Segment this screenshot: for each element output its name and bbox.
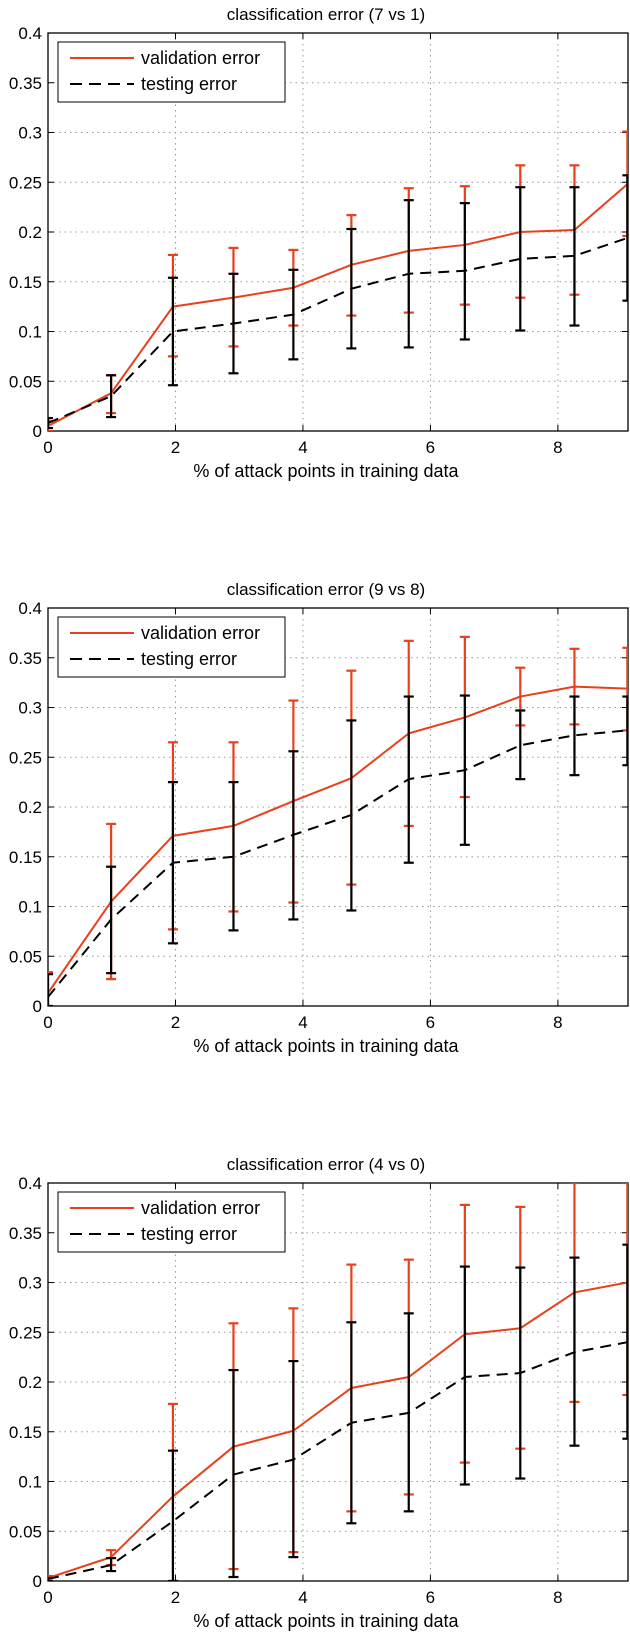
y-tick-label: 0.25 <box>9 1323 42 1342</box>
chart-2: classification error (9 vs 8) 0 2 4 6 8 0 0.05 0… <box>9 580 629 1056</box>
y-tick-label: 0.2 <box>18 223 42 242</box>
x-tick-label: 6 <box>426 1013 435 1032</box>
x-axis-label: % of attack points in training data <box>193 1036 459 1056</box>
y-tick-label: 0.25 <box>9 173 42 192</box>
testing-line <box>48 237 628 424</box>
y-tick-label: 0.05 <box>9 947 42 966</box>
legend-label-validation: validation error <box>141 623 260 643</box>
legend-label-testing: testing error <box>141 649 237 669</box>
y-tick-label: 0.05 <box>9 1522 42 1541</box>
chart-3: classification error (4 vs 0) 0 2 4 6 8 0 0.05 0… <box>9 1155 629 1631</box>
legend-label-validation: validation error <box>141 48 260 68</box>
x-tick-label: 8 <box>553 1588 562 1607</box>
legend: validation error testing error <box>57 1191 286 1253</box>
y-tick-label: 0.4 <box>18 599 42 618</box>
y-tick-label: 0.15 <box>9 273 42 292</box>
legend: validation error testing error <box>57 616 286 678</box>
y-tick-label: 0.05 <box>9 372 42 391</box>
legend-box <box>57 616 286 678</box>
chart-title: classification error (7 vs 1) <box>227 5 425 24</box>
y-tick-label: 0.35 <box>9 1224 42 1243</box>
legend-label-testing: testing error <box>141 74 237 94</box>
testing-series <box>48 694 628 1006</box>
x-tick-label: 4 <box>298 1013 307 1032</box>
x-tick-label: 0 <box>43 438 52 457</box>
legend-box <box>57 41 286 103</box>
y-tick-label: 0.3 <box>18 124 42 143</box>
y-tick-label: 0.4 <box>18 1174 42 1193</box>
data-layer <box>48 635 628 1006</box>
y-tick-label: 0.4 <box>18 24 42 43</box>
y-tick-label: 0.35 <box>9 74 42 93</box>
testing-line <box>48 729 628 998</box>
x-tick-label: 0 <box>43 1588 52 1607</box>
data-layer <box>48 1183 628 1581</box>
data-layer <box>48 130 628 431</box>
x-tick-label: 2 <box>171 1588 180 1607</box>
x-tick-label: 4 <box>298 438 307 457</box>
testing-line <box>48 1341 628 1580</box>
legend: validation error testing error <box>57 41 286 103</box>
legend-label-testing: testing error <box>141 1224 237 1244</box>
x-tick-label: 0 <box>43 1013 52 1032</box>
legend-box <box>57 1191 286 1253</box>
legend-label-validation: validation error <box>141 1198 260 1218</box>
y-tick-label: 0.3 <box>18 1274 42 1293</box>
testing-series <box>48 174 628 430</box>
y-tick-label: 0.15 <box>9 1423 42 1442</box>
x-tick-label: 2 <box>171 438 180 457</box>
x-tick-label: 8 <box>553 438 562 457</box>
y-tick-label: 0.35 <box>9 649 42 668</box>
chart-1: classification error (7 vs 1) 0 2 4 6 8 0 0.05 0… <box>9 5 629 481</box>
testing-series <box>48 1243 628 1581</box>
y-tick-label: 0.25 <box>9 748 42 767</box>
x-tick-label: 6 <box>426 1588 435 1607</box>
x-axis-label: % of attack points in training data <box>193 1611 459 1631</box>
y-tick-label: 0.2 <box>18 798 42 817</box>
x-tick-label: 2 <box>171 1013 180 1032</box>
y-tick-label: 0.3 <box>18 699 42 718</box>
y-tick-label: 0 <box>33 997 42 1016</box>
y-tick-label: 0 <box>33 422 42 441</box>
y-tick-label: 0.1 <box>18 1473 42 1492</box>
y-tick-label: 0 <box>33 1572 42 1591</box>
charts-root: classification error (7 vs 1) 0 2 4 6 8 0 0.05 0… <box>9 5 629 1631</box>
chart-title: classification error (9 vs 8) <box>227 580 425 599</box>
x-tick-label: 4 <box>298 1588 307 1607</box>
y-tick-label: 0.15 <box>9 848 42 867</box>
y-tick-label: 0.2 <box>18 1373 42 1392</box>
y-tick-label: 0.1 <box>18 323 42 342</box>
x-tick-label: 6 <box>426 438 435 457</box>
x-tick-label: 8 <box>553 1013 562 1032</box>
y-tick-label: 0.1 <box>18 898 42 917</box>
chart-title: classification error (4 vs 0) <box>227 1155 425 1174</box>
x-axis-label: % of attack points in training data <box>193 461 459 481</box>
